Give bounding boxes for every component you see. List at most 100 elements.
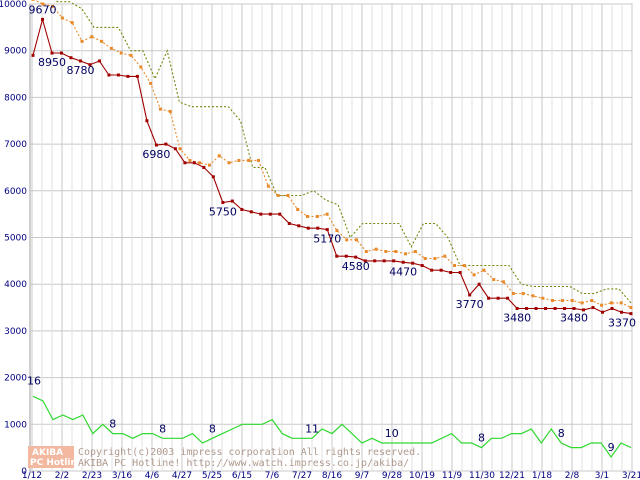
series-point-min: [97, 59, 101, 63]
series-point-min: [344, 254, 348, 258]
x-tick-label: 7/6: [265, 471, 280, 480]
series-point-avg: [521, 292, 525, 296]
series-line-count: [32, 395, 632, 459]
series-point-min: [287, 221, 291, 225]
data-label-count: 8: [558, 427, 565, 440]
watermark: AKIBA PC Hotline! Copyright(c)2003 impre…: [28, 446, 421, 469]
series-point-min: [78, 59, 82, 63]
series-point-avg: [207, 163, 211, 167]
series-point-avg: [590, 299, 594, 303]
series-point-avg: [462, 264, 466, 268]
series-point-avg: [511, 292, 515, 296]
series-point-min: [458, 271, 462, 275]
data-label-count: 11: [305, 422, 319, 435]
series-point-min: [145, 119, 149, 123]
series-point-min: [553, 306, 557, 310]
series-point-min: [221, 200, 225, 204]
series-point-min: [154, 143, 158, 147]
series-point-min: [230, 199, 234, 203]
data-label-min: 3480: [560, 311, 588, 324]
series-point-avg: [384, 250, 388, 254]
x-tick-label: 8/16: [322, 471, 342, 480]
x-tick-label: 11/30: [469, 471, 495, 480]
series-point-avg: [109, 46, 113, 50]
series-point-min: [59, 51, 63, 55]
series-point-avg: [394, 250, 398, 254]
series-point-avg: [453, 264, 457, 268]
x-axis-ticks: 1/12 2/2 2/23 3/16 4/6 4/27 5/25 6/15 7/6 7/27 8/1…: [22, 471, 640, 480]
y-axis-ticks: 0 1000 2000 3000 4000 5000 6000 7000 8000 9000 100…: [0, 0, 27, 477]
series-point-min: [297, 224, 301, 228]
series-point-avg: [217, 154, 221, 158]
series-point-avg: [413, 250, 417, 254]
series-point-min: [620, 310, 624, 314]
series-point-avg: [570, 299, 574, 303]
y-tick-label: 4000: [4, 280, 27, 290]
series-line-avg: [33, 0, 632, 309]
data-label-min: 3480: [503, 311, 531, 324]
x-tick-label: 7/27: [292, 471, 312, 480]
data-label-min: 3370: [608, 317, 636, 330]
series-point-avg: [335, 228, 339, 232]
series-point-avg: [100, 39, 104, 43]
series-point-avg: [119, 51, 123, 55]
series-point-avg: [355, 238, 359, 242]
series-point-min: [325, 228, 329, 232]
series-line-min: [32, 17, 632, 315]
x-tick-label: 12/21: [499, 471, 525, 480]
x-tick-label: 10/19: [409, 471, 435, 480]
x-tick-label: 3/21: [622, 471, 640, 480]
y-tick-label: 8000: [4, 93, 27, 103]
series-point-min: [116, 73, 120, 77]
x-tick-label: 2/8: [565, 471, 580, 480]
series-point-min: [164, 142, 168, 146]
series-point-min: [468, 293, 472, 297]
y-tick-label: 6000: [4, 187, 27, 197]
data-label-count: 8: [109, 418, 116, 431]
series-point-avg: [551, 299, 555, 303]
series-point-avg: [286, 193, 290, 197]
series-point-avg: [472, 273, 476, 277]
series-point-min: [268, 212, 272, 216]
series-point-avg: [129, 53, 133, 57]
series-point-min: [373, 259, 377, 263]
series-point-min: [31, 53, 35, 57]
watermark-logo: [28, 446, 74, 468]
x-tick-label: 3/1: [595, 471, 609, 480]
series-point-avg: [149, 81, 153, 85]
x-tick-label: 4/27: [172, 471, 192, 480]
series-point-min: [107, 73, 111, 77]
series-point-avg: [374, 247, 378, 251]
y-tick-label: 10000: [0, 0, 27, 10]
series-point-avg: [364, 250, 368, 254]
x-tick-label: 9/7: [355, 471, 369, 480]
series-point-min: [525, 306, 529, 310]
data-label-min: 8780: [66, 64, 94, 77]
data-label-count: 9: [608, 441, 615, 454]
series-point-min: [515, 306, 519, 310]
series-point-min: [392, 259, 396, 263]
series-point-avg: [266, 184, 270, 188]
series-point-avg: [541, 296, 545, 300]
series-point-min: [69, 56, 73, 60]
series-point-min: [278, 212, 282, 216]
y-tick-label: 2000: [4, 374, 27, 384]
data-label-min: 3770: [456, 298, 484, 311]
series-point-avg: [276, 193, 280, 197]
series-point-min: [496, 296, 500, 300]
series-point-min: [240, 207, 244, 211]
series-point-min: [354, 255, 358, 259]
y-tick-label: 1000: [4, 420, 27, 430]
series-point-avg: [139, 65, 143, 69]
x-tick-label: 2/2: [55, 471, 69, 480]
series-point-avg: [158, 107, 162, 111]
series-point-min: [335, 254, 339, 258]
series-point-min: [202, 165, 206, 169]
x-tick-label: 2/23: [82, 471, 102, 480]
series-point-min: [411, 261, 415, 265]
grid: [29, 3, 633, 472]
series-point-min: [126, 74, 130, 78]
y-tick-label: 0: [21, 467, 27, 477]
series-point-min: [382, 259, 386, 263]
series-point-avg: [404, 252, 408, 256]
